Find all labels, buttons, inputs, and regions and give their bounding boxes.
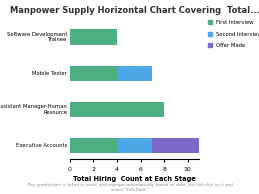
Text: Manpower Supply Horizontal Chart Covering  Total...: Manpower Supply Horizontal Chart Coverin…: [10, 6, 259, 15]
Legend: First Interview, Second Interview, Offer Made: First Interview, Second Interview, Offer…: [207, 19, 259, 49]
Bar: [70, 66, 117, 81]
Bar: [70, 102, 164, 117]
X-axis label: Total Hiring  Count at Each Stage: Total Hiring Count at Each Stage: [73, 176, 196, 182]
Bar: [152, 138, 199, 153]
Bar: [117, 66, 152, 81]
Bar: [70, 29, 117, 45]
Bar: [117, 138, 152, 153]
Bar: [70, 138, 117, 153]
Text: This graph/chart is linked to excel, and changes automatically based on data. Ju: This graph/chart is linked to excel, and…: [27, 184, 232, 192]
